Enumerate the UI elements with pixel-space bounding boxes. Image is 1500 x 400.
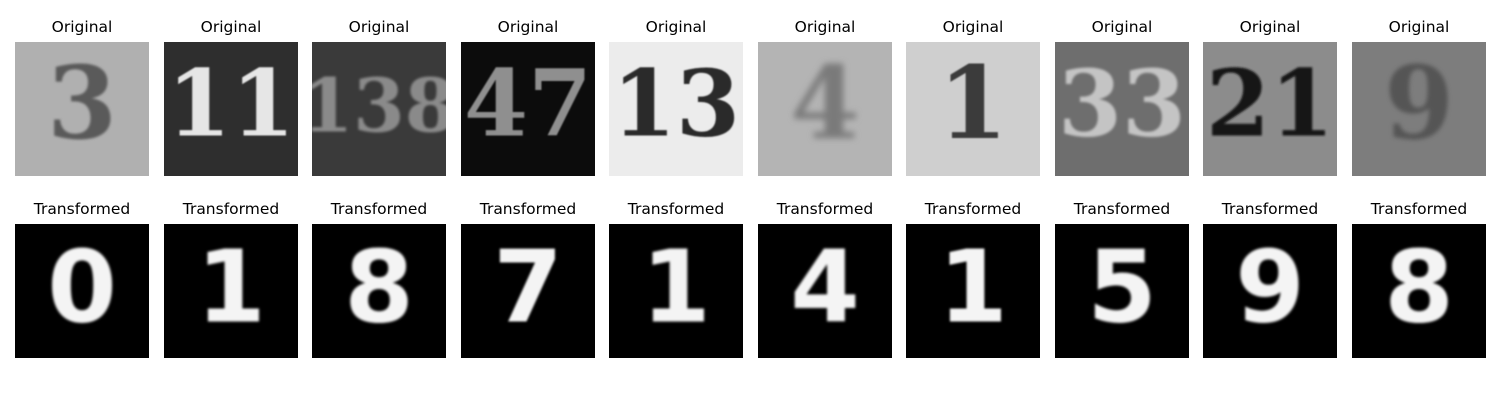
original-digit-image: 11 (164, 42, 298, 176)
digit-glyph: 138 (312, 64, 446, 150)
digit-glyph: 7 (493, 228, 563, 345)
panel-title: Original (1388, 18, 1450, 36)
original-digit-image: 9 (1352, 42, 1486, 176)
transformed-digit-image: 9 (1203, 224, 1337, 358)
panel-title: Original (1091, 18, 1153, 36)
transformed-digit-image: 7 (461, 224, 595, 358)
panel-title: Transformed (1221, 200, 1319, 218)
transformed-digit-image: 4 (758, 224, 892, 358)
digit-glyph: 0 (47, 228, 117, 345)
panel-title: Transformed (330, 200, 428, 218)
panel-title: Transformed (182, 200, 280, 218)
original-digit-image: 1 (906, 42, 1040, 176)
panel-title: Transformed (33, 200, 131, 218)
original-digit-image: 138 (312, 42, 446, 176)
digit-glyph: 1 (938, 228, 1008, 345)
digit-glyph: 11 (167, 50, 295, 158)
panel-title: Original (51, 18, 113, 36)
digit-glyph: 21 (1206, 50, 1334, 158)
transformed-digit-image: 1 (164, 224, 298, 358)
digit-glyph: 5 (1087, 228, 1157, 345)
digit-glyph: 9 (1384, 44, 1454, 162)
original-digit-image: 47 (461, 42, 595, 176)
digit-glyph: 4 (790, 44, 860, 162)
digit-glyph: 8 (1384, 228, 1454, 345)
panel-title: Original (1239, 18, 1301, 36)
original-digit-image: 4 (758, 42, 892, 176)
panel-title: Original (200, 18, 262, 36)
original-digit-image: 33 (1055, 42, 1189, 176)
original-digit-image: 21 (1203, 42, 1337, 176)
panel-title: Original (794, 18, 856, 36)
digit-glyph: 4 (790, 228, 860, 345)
digit-glyph: 3 (47, 44, 117, 162)
digit-glyph: 47 (464, 50, 592, 158)
panel-title: Original (348, 18, 410, 36)
panel-title: Original (942, 18, 1004, 36)
panel-title: Transformed (479, 200, 577, 218)
transformed-digit-image: 8 (1352, 224, 1486, 358)
original-digit-image: 3 (15, 42, 149, 176)
panel-title: Transformed (1073, 200, 1171, 218)
transformed-digit-image: 5 (1055, 224, 1189, 358)
panel-title: Transformed (627, 200, 725, 218)
panel-title: Original (645, 18, 707, 36)
digit-glyph: 33 (1058, 50, 1186, 158)
digit-glyph: 13 (612, 50, 740, 158)
digit-glyph: 8 (344, 228, 414, 345)
panel-title: Transformed (776, 200, 874, 218)
original-digit-image: 13 (609, 42, 743, 176)
transformed-digit-image: 1 (609, 224, 743, 358)
panel-title: Transformed (924, 200, 1022, 218)
transformed-digit-image: 8 (312, 224, 446, 358)
transformed-digit-image: 1 (906, 224, 1040, 358)
digit-glyph: 9 (1235, 228, 1305, 345)
digit-glyph: 1 (196, 228, 266, 345)
panel-title: Original (497, 18, 559, 36)
digit-glyph: 1 (938, 44, 1008, 162)
transformed-digit-image: 0 (15, 224, 149, 358)
digit-glyph: 1 (641, 228, 711, 345)
panel-title: Transformed (1370, 200, 1468, 218)
